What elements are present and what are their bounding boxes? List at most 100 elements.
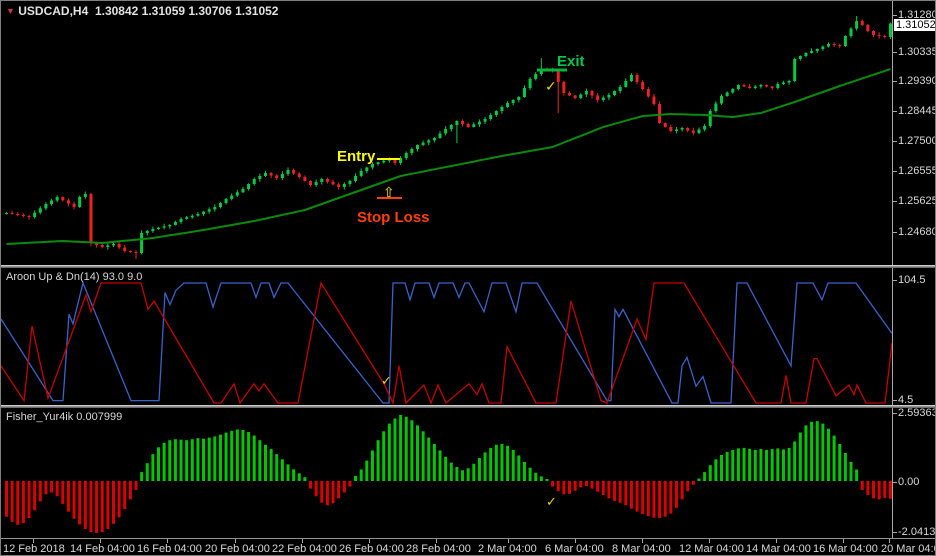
price-chart-canvas[interactable]: Entry Stop Loss Exit ⇧ ✓ <box>1 1 892 265</box>
time-axis-label: 16 Feb 04:00 <box>137 543 202 555</box>
candle-body <box>736 85 740 89</box>
fisher-bar <box>438 450 442 481</box>
fisher-bar <box>21 481 25 524</box>
fisher-bar <box>765 449 769 481</box>
candle-body <box>359 171 363 176</box>
time-axis-label: 12 Feb 2018 <box>3 543 65 555</box>
candle-body <box>190 215 194 218</box>
candle-body <box>247 184 251 189</box>
fisher-bar <box>258 440 262 481</box>
panel-separator[interactable] <box>1 405 935 408</box>
candle-body <box>140 233 144 253</box>
candle-body <box>562 82 566 93</box>
fisher-bar <box>821 423 825 481</box>
candle-body <box>872 31 876 35</box>
candle-body <box>230 195 234 199</box>
candle-body <box>16 214 20 215</box>
candle-body <box>438 133 442 138</box>
fisher-bar <box>66 481 70 512</box>
fisher-bar <box>235 429 239 481</box>
candle-body <box>151 229 155 231</box>
candle-body <box>590 91 594 96</box>
candle-body <box>804 53 808 56</box>
fisher-bar <box>798 432 802 481</box>
candle-body <box>691 130 695 133</box>
candle-body <box>123 247 127 251</box>
price-axis-label: 1.27500 <box>898 135 936 147</box>
fisher-bar <box>140 472 144 481</box>
fisher-bar <box>230 430 234 481</box>
time-axis-label: 26 Feb 04:00 <box>339 543 404 555</box>
price-axis-label: 1.24680 <box>898 226 936 238</box>
candle-body <box>624 81 628 87</box>
price-axis[interactable]: 1.31280 1.30335 1.29390 1.28445 1.27500 1.265… <box>892 1 936 555</box>
candle-body <box>354 176 358 181</box>
candle-body <box>765 85 769 87</box>
candle-body <box>888 23 892 37</box>
candle-body <box>348 181 352 184</box>
fisher-bar <box>393 418 397 481</box>
candle-body <box>613 91 617 95</box>
fisher-bar <box>506 445 510 481</box>
candle-body <box>883 36 887 37</box>
aroon-indicator-canvas[interactable]: ✓ <box>1 269 892 405</box>
fisher-bar <box>286 464 290 481</box>
fisher-bar <box>78 481 82 525</box>
candle-body <box>652 96 656 104</box>
candle-body <box>663 123 667 127</box>
entry-label: Entry <box>337 148 376 165</box>
fisher-bar <box>252 435 256 481</box>
candle-body <box>483 119 487 122</box>
fisher-indicator-canvas[interactable]: ✓ <box>1 409 892 538</box>
fisher-bar <box>128 481 132 500</box>
fisher-bar <box>522 461 526 481</box>
time-tick-mark <box>33 539 34 543</box>
candle-body <box>455 121 459 125</box>
time-axis-label: 28 Feb 04:00 <box>406 543 471 555</box>
candle-body <box>629 75 633 81</box>
candle-body <box>477 121 481 125</box>
aroon-down-line <box>1 281 892 405</box>
fisher-bar <box>382 431 386 481</box>
arrow-up-icon: ⇧ <box>383 185 395 201</box>
time-axis[interactable]: 12 Feb 2018 14 Feb 04:00 16 Feb 04:00 20 Fe… <box>1 538 935 555</box>
candle-body <box>793 59 797 81</box>
axis-tick-mark <box>893 413 897 414</box>
time-tick-mark <box>843 539 844 543</box>
candle-body <box>235 192 239 196</box>
fisher-bar <box>815 421 819 481</box>
candle-body <box>162 226 166 228</box>
candle-body <box>410 149 414 153</box>
time-tick-mark <box>167 539 168 543</box>
fisher-bar <box>16 481 20 525</box>
time-tick-mark <box>642 539 643 543</box>
candle-body <box>415 145 419 149</box>
time-tick-mark <box>100 539 101 543</box>
axis-tick-mark <box>893 15 897 16</box>
candle-body <box>61 197 65 201</box>
fisher-indicator-title: Fisher_Yur4ik 0.007999 <box>6 411 123 423</box>
candle-body <box>128 251 132 252</box>
fisher-bar <box>5 481 8 517</box>
candle-body <box>832 44 836 45</box>
candle-body <box>731 89 735 93</box>
fisher-bar <box>320 481 324 503</box>
candle-body <box>461 121 465 124</box>
fisher-bar <box>753 449 757 481</box>
time-axis-label: 6 Mar 04:00 <box>545 543 604 555</box>
candle-body <box>404 153 408 158</box>
axis-tick-mark <box>893 532 897 533</box>
exit-label: Exit <box>557 53 585 70</box>
candle-body <box>213 207 217 210</box>
panel-separator[interactable] <box>1 265 935 268</box>
candle-body <box>337 184 341 187</box>
price-axis-label: 1.28445 <box>898 105 936 117</box>
fisher-bar <box>427 437 431 481</box>
fisher-bar <box>686 481 690 492</box>
fisher-bar <box>213 436 217 481</box>
fisher-axis-label: 0.00 <box>898 476 920 488</box>
candle-body <box>258 176 262 179</box>
fisher-bar <box>534 472 538 481</box>
chart-title: ▼ USDCAD,H4 1.30842 1.31059 1.30706 1.31… <box>6 4 278 18</box>
trade-annotations-layer: Entry Stop Loss Exit ⇧ ✓ <box>337 53 585 226</box>
